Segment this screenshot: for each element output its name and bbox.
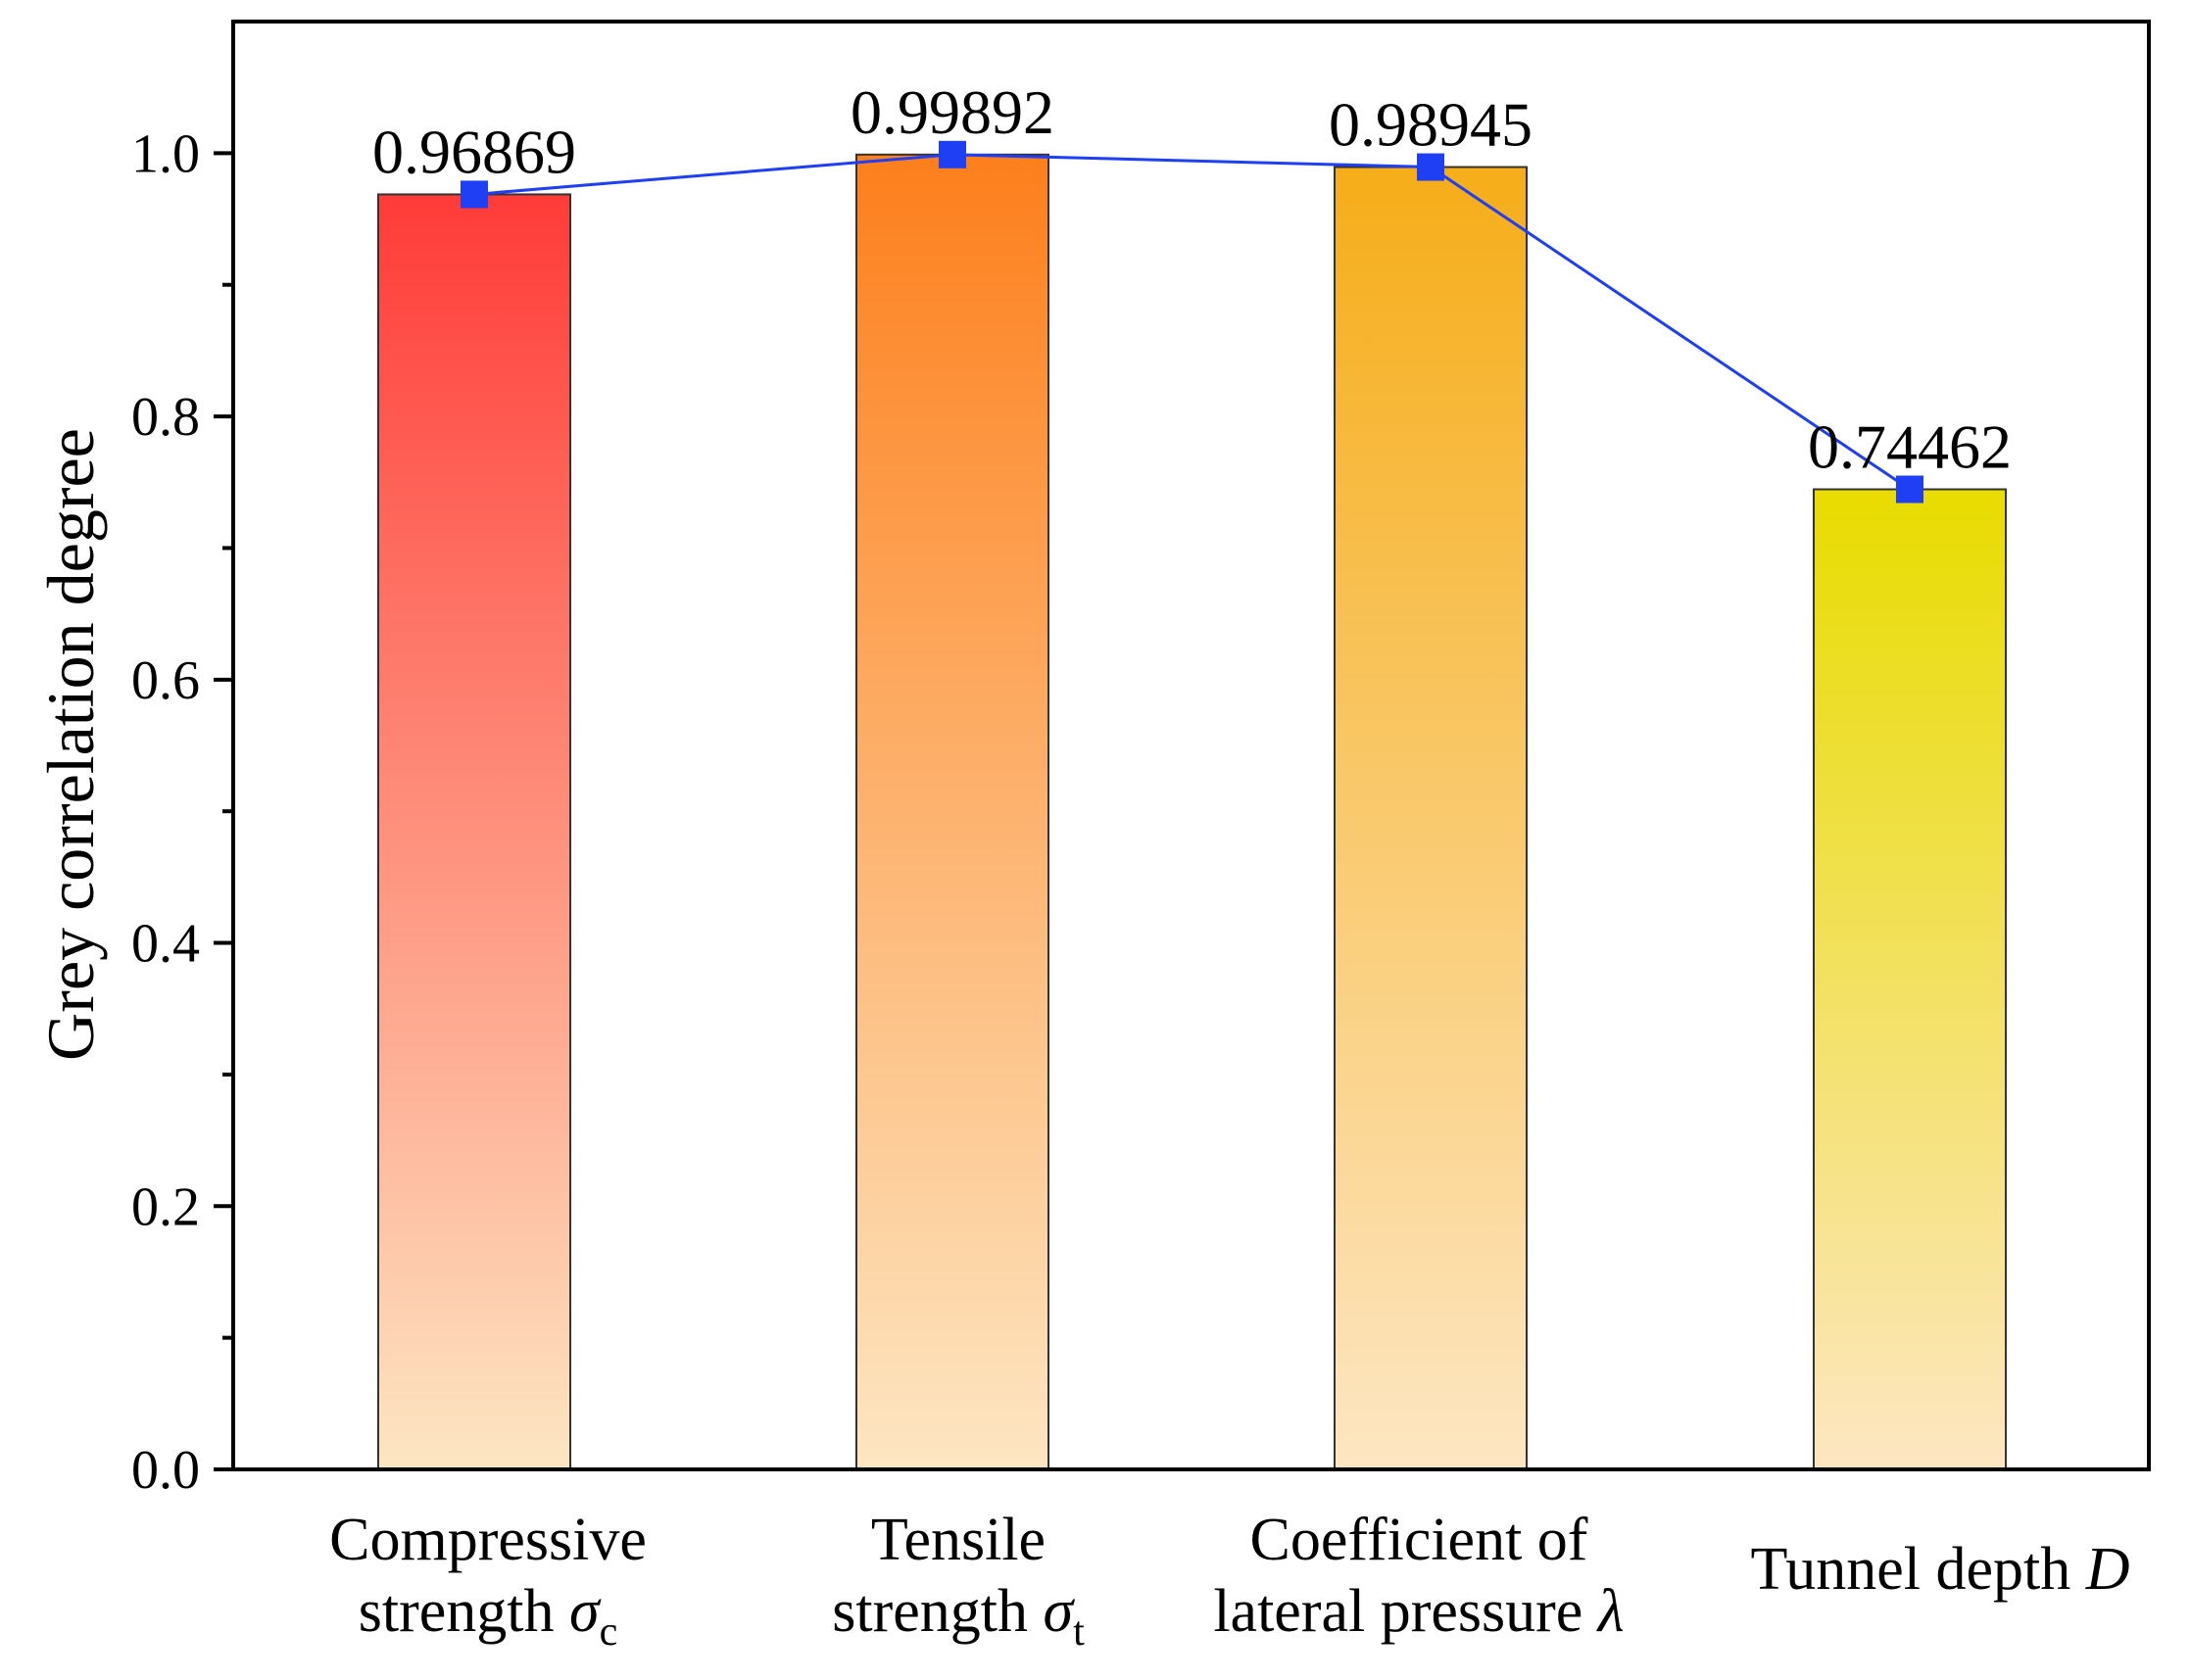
bar-2 xyxy=(1334,166,1528,1471)
y-tick-label: 1.0 xyxy=(131,123,200,184)
plot-frame xyxy=(231,20,2151,1471)
y-axis-title: Grey correlation degree xyxy=(33,428,108,1061)
data-label-3: 0.74462 xyxy=(1808,412,2012,482)
category-label-line1: Coefficient of xyxy=(1250,1507,1588,1573)
series-line-layer xyxy=(461,140,1923,504)
bars-layer xyxy=(377,153,2007,1471)
data-label-1: 0.99892 xyxy=(851,77,1054,147)
series-line xyxy=(473,153,1911,491)
series-marker-0 xyxy=(461,180,488,209)
data-label-2: 0.98945 xyxy=(1329,90,1533,160)
series-marker-2 xyxy=(1417,153,1444,181)
bar-0 xyxy=(377,193,571,1471)
y-tick-label: 0.8 xyxy=(131,387,200,448)
category-label-line1: Compressive xyxy=(329,1507,647,1573)
series-marker-3 xyxy=(1896,475,1923,504)
y-tick-label: 0.2 xyxy=(131,1176,200,1237)
data-label-0: 0.96869 xyxy=(372,117,576,186)
bar-1 xyxy=(855,153,1049,1470)
category-label-line2: strength σc xyxy=(359,1578,617,1655)
series-marker-1 xyxy=(939,140,966,168)
category-label-line2: Tunnel depth D xyxy=(1751,1536,2130,1603)
y-ticks-layer: 0.0 0.2 0.4 0.6 0.8 1.0 xyxy=(131,123,233,1501)
category-label-line1: Tensile xyxy=(871,1507,1046,1573)
y-tick-label: 0.0 xyxy=(131,1440,200,1501)
category-label-line2: lateral pressure λ xyxy=(1213,1578,1624,1645)
data-labels-layer: 0.96869 0.99892 0.98945 0.74462 xyxy=(372,77,2012,482)
y-tick-label: 0.6 xyxy=(131,650,200,711)
y-tick-label: 0.4 xyxy=(131,914,200,975)
category-label-line2: strength σt xyxy=(832,1578,1085,1655)
bar-3 xyxy=(1813,488,2007,1471)
axes-layer xyxy=(231,20,2151,1471)
